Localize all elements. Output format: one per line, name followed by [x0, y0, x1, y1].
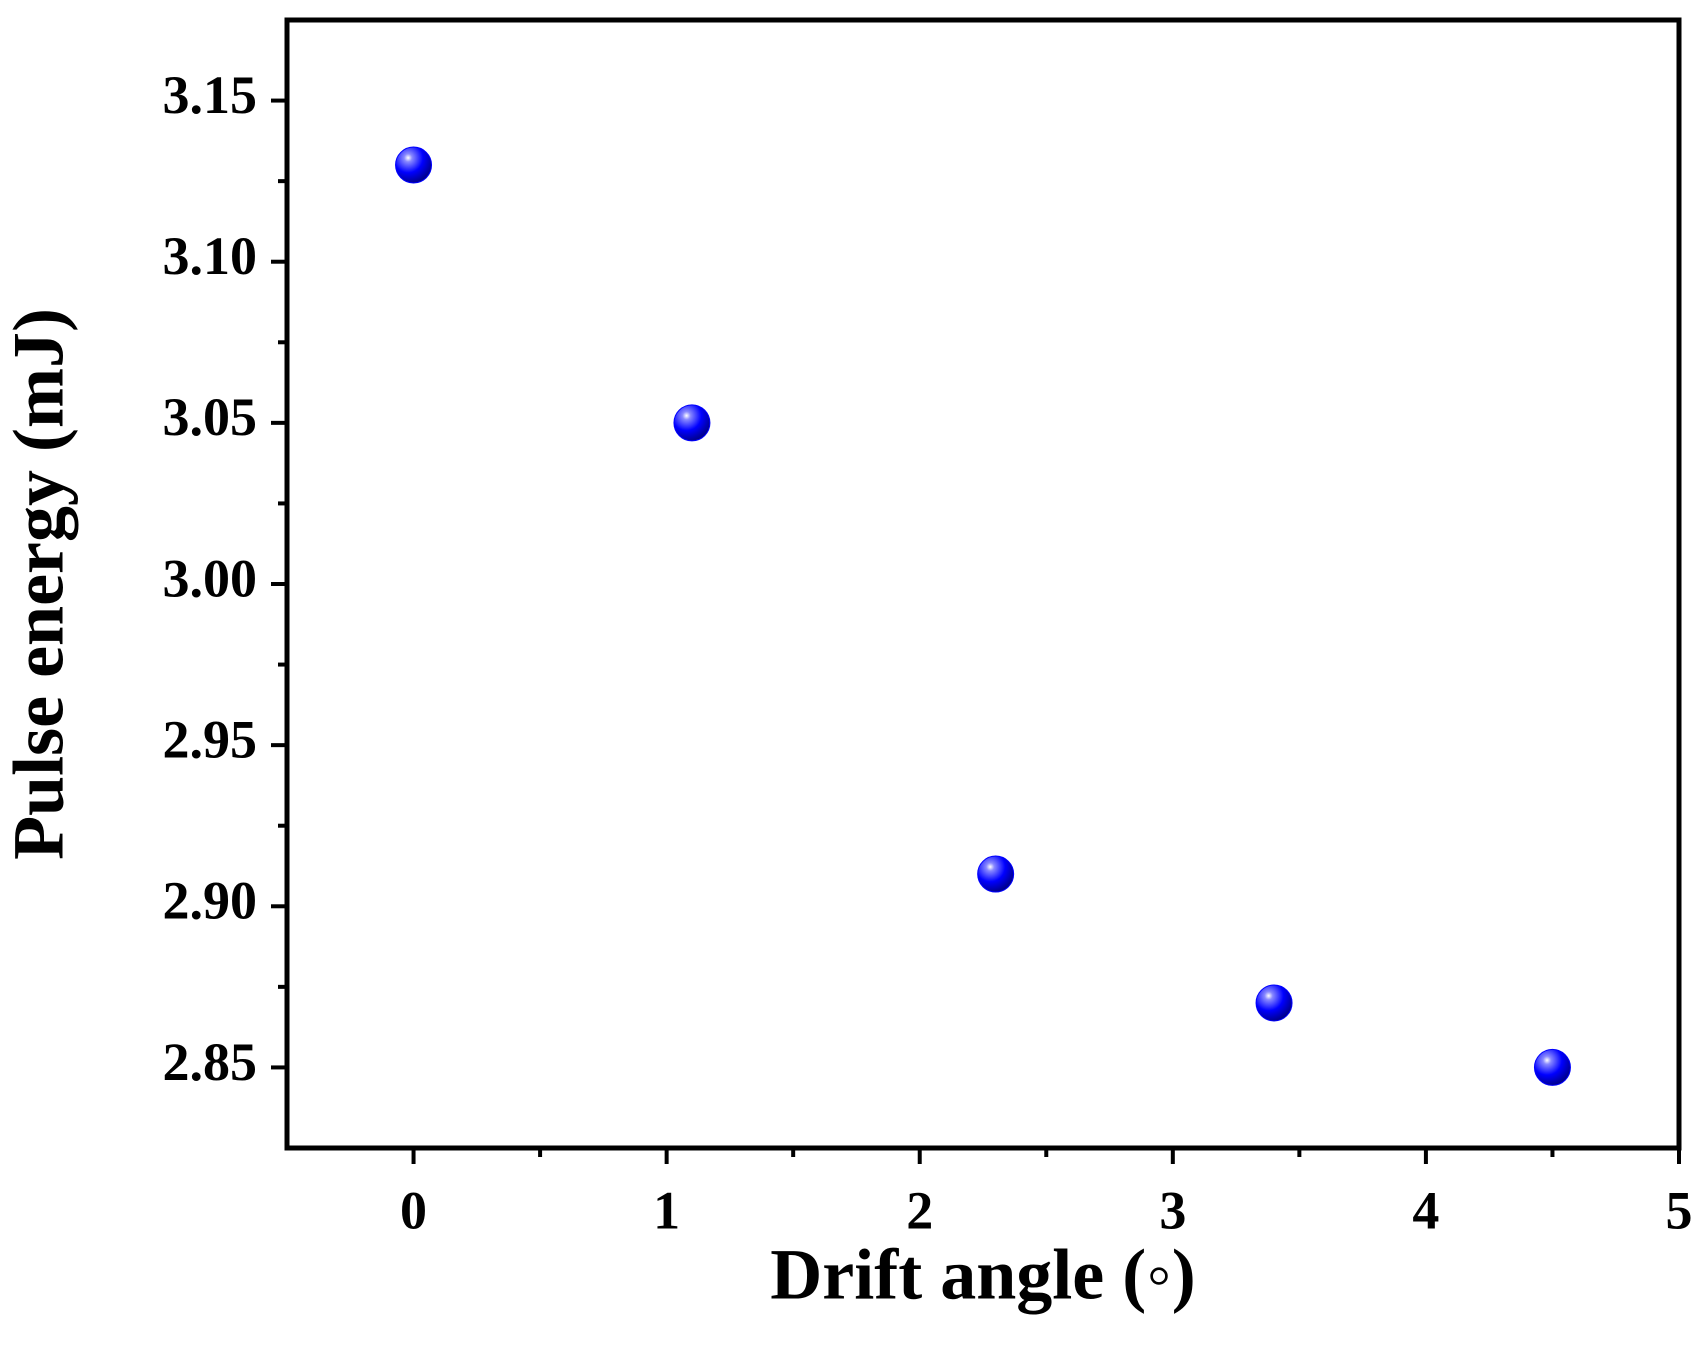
- data-point: [1255, 984, 1293, 1022]
- x-tick-label: 2: [906, 1180, 933, 1240]
- x-tick-label: 1: [653, 1180, 680, 1240]
- y-tick-label: 2.95: [163, 710, 258, 770]
- y-tick-label: 3.15: [163, 65, 258, 125]
- data-point: [673, 404, 711, 442]
- y-tick-label: 2.85: [163, 1032, 258, 1092]
- data-point: [1533, 1048, 1571, 1086]
- y-axis-title: Pulse energy (mJ): [0, 308, 79, 860]
- data-point: [395, 146, 433, 184]
- y-tick-label: 2.90: [163, 871, 258, 931]
- x-tick-label: 5: [1666, 1180, 1693, 1240]
- x-tick-label: 3: [1159, 1180, 1186, 1240]
- x-axis-title: Drift angle (◦): [770, 1235, 1195, 1315]
- y-tick-label: 3.00: [163, 548, 258, 608]
- y-tick-label: 3.05: [163, 387, 258, 447]
- x-tick-label: 4: [1412, 1180, 1439, 1240]
- plot-frame: [284, 17, 1682, 1151]
- data-point: [977, 855, 1015, 893]
- y-tick-label: 3.10: [163, 226, 258, 286]
- x-tick-label: 0: [400, 1180, 427, 1240]
